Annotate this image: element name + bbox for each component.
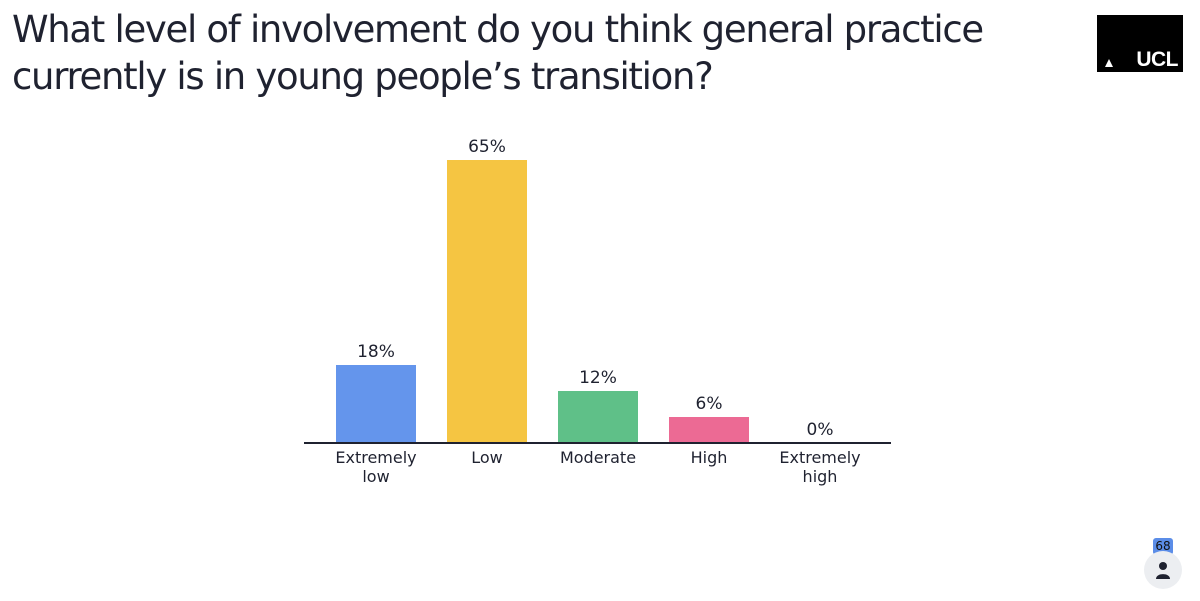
data-label-0: 18% [357, 342, 395, 362]
ucl-logo-text: UCL [1136, 48, 1178, 71]
bar-3 [669, 417, 749, 443]
category-label-3: High [691, 448, 728, 467]
data-label-2: 12% [579, 368, 617, 388]
category-label-0: Extremely low [335, 448, 416, 486]
slide-title: What level of involvement do you think g… [12, 8, 984, 98]
bar-1 [447, 160, 527, 443]
data-label-3: 6% [696, 394, 723, 414]
participant-count-badge: 68 [1153, 538, 1173, 555]
data-label-4: 0% [807, 420, 834, 440]
ucl-logo: UCL [1097, 15, 1183, 72]
category-label-1: Low [471, 448, 503, 467]
data-label-1: 65% [468, 137, 506, 157]
participants-button[interactable] [1144, 551, 1182, 589]
person-icon [1156, 562, 1170, 579]
category-label-4: Extremely high [779, 448, 860, 486]
ucl-portico-icon [1105, 59, 1113, 67]
category-label-2: Moderate [560, 448, 636, 467]
bar-2 [558, 391, 638, 443]
bar-0 [336, 365, 416, 443]
